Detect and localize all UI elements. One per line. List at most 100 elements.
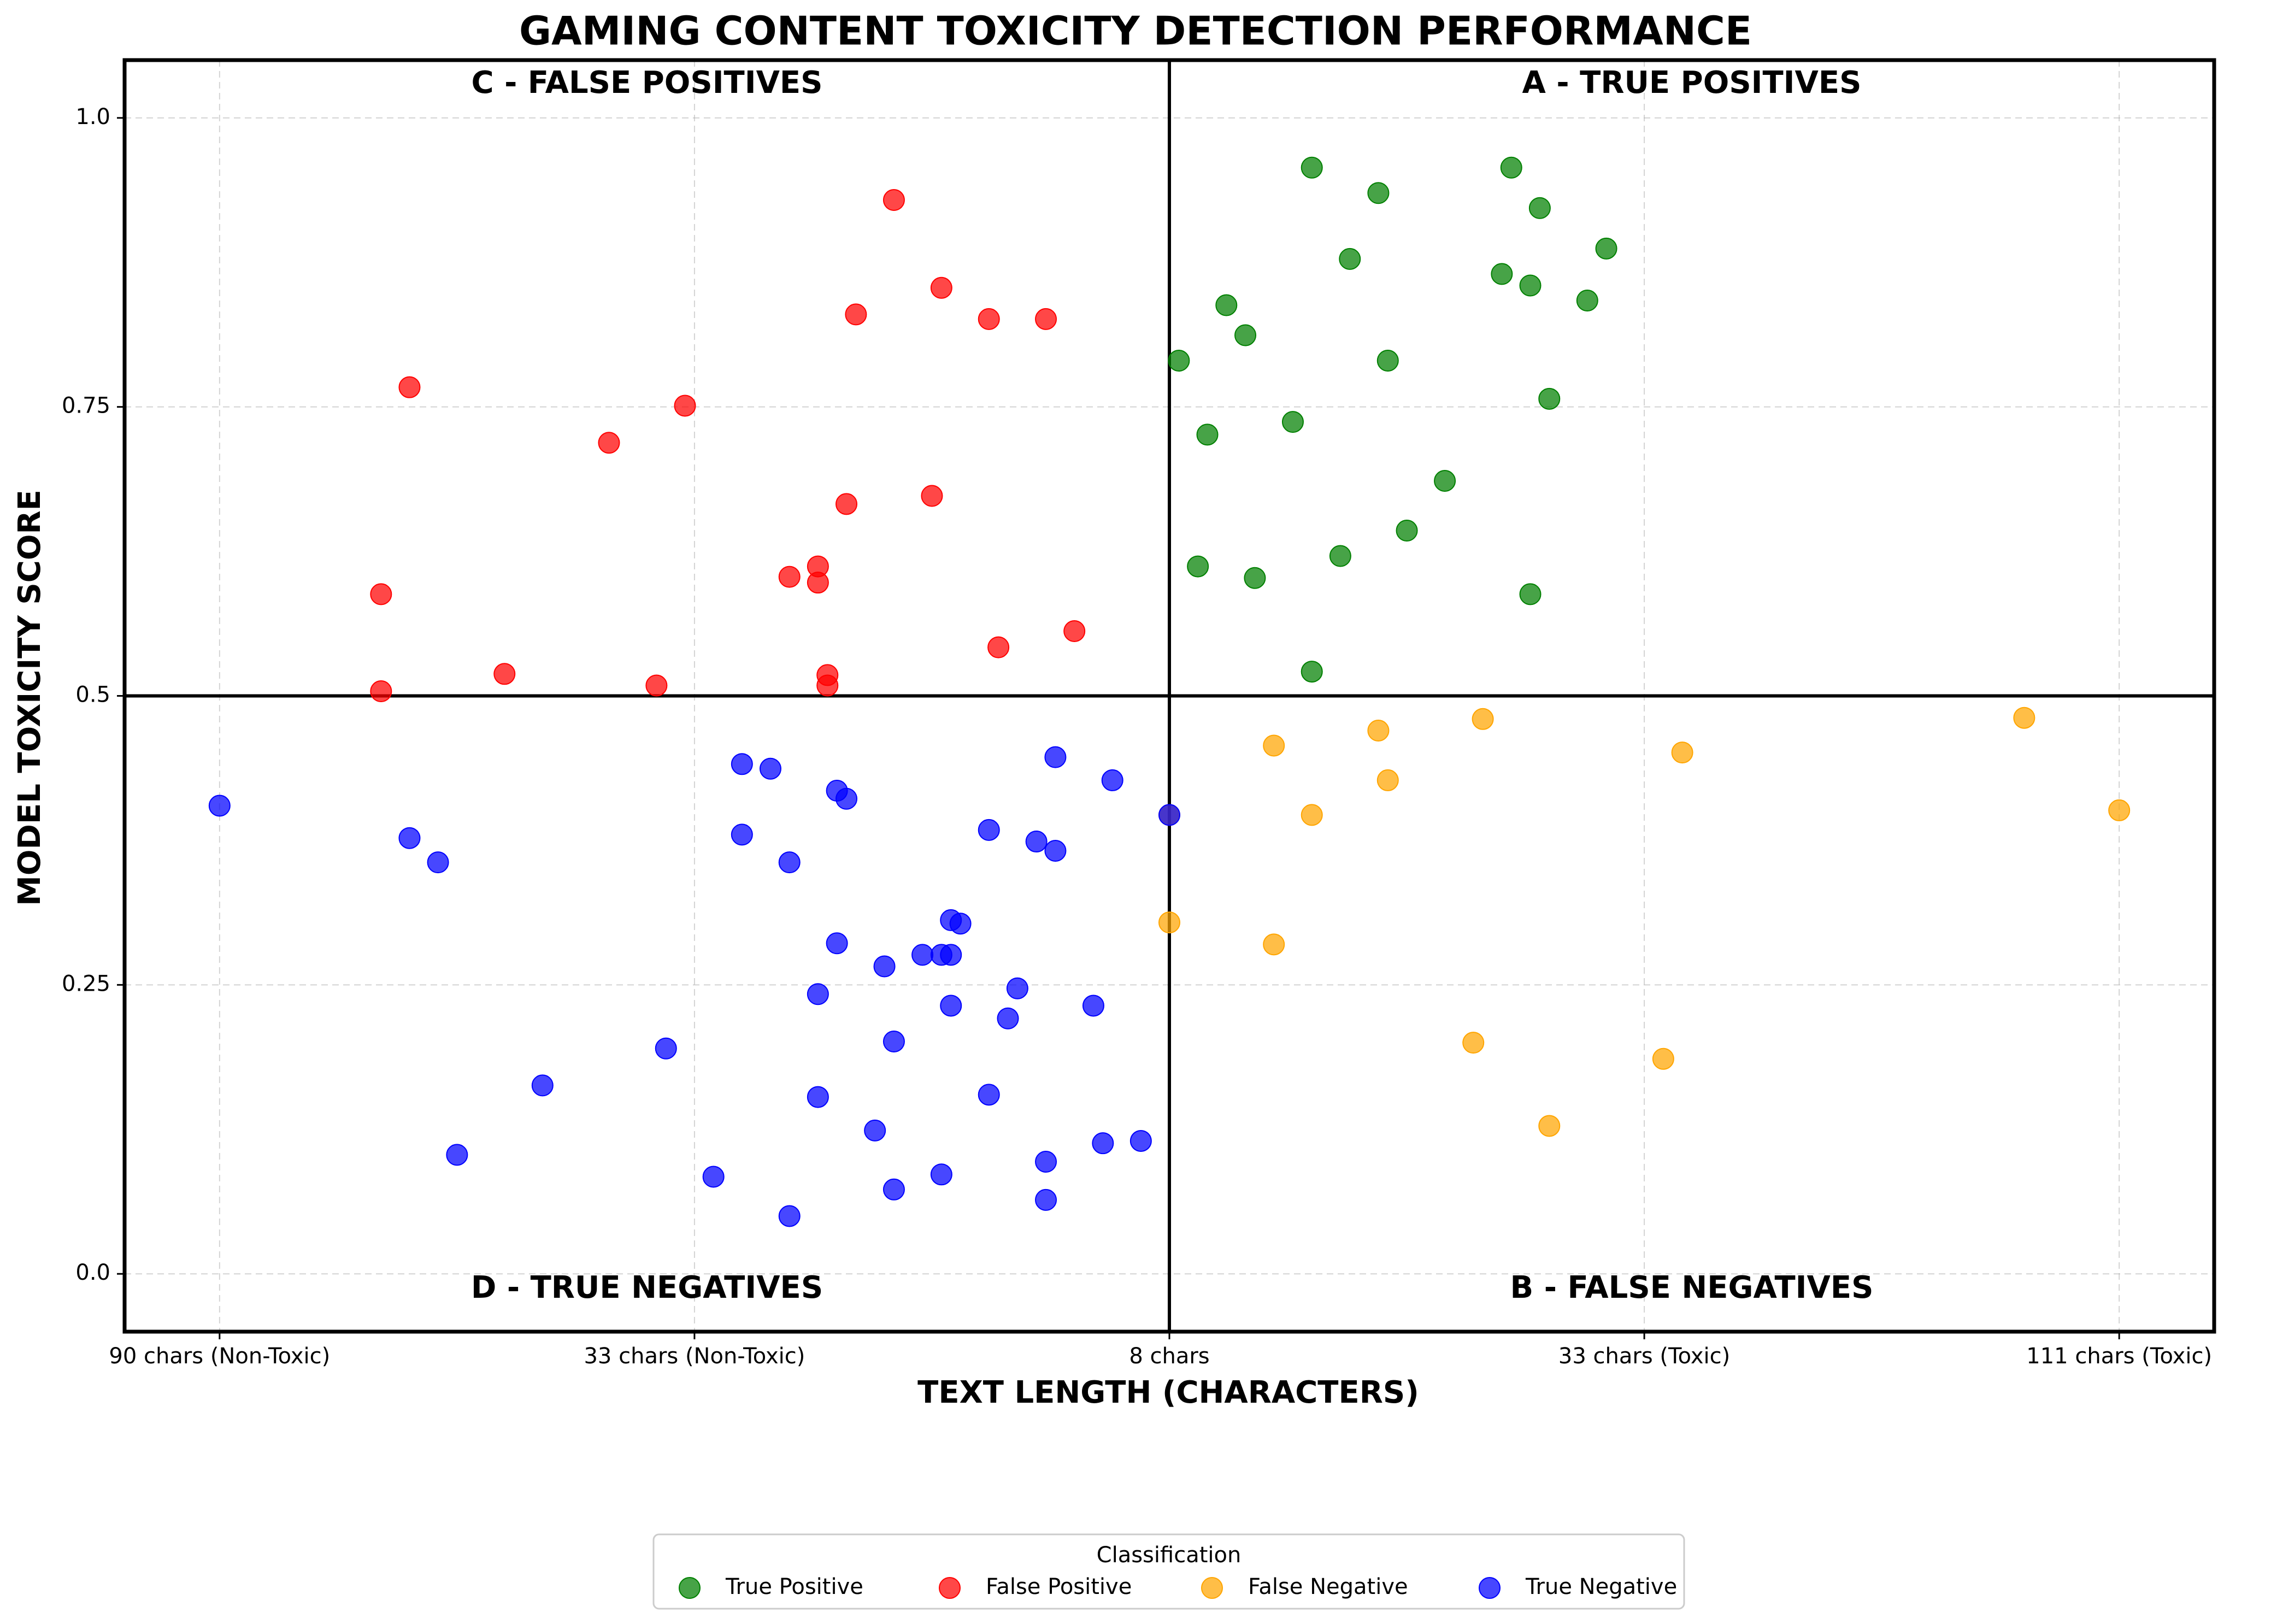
- point-true-negative-7: [731, 823, 753, 846]
- point-true-negative-41: [1035, 1188, 1057, 1211]
- legend-items: True Positive False Positive False Negativ…: [679, 1574, 1677, 1599]
- point-false-positive-14: [987, 636, 1010, 658]
- y-tick-label-1: 0.25: [62, 971, 110, 996]
- y-tick-label-0: 0.0: [75, 1260, 110, 1285]
- point-true-negative-9: [1044, 746, 1067, 768]
- quadrant-label-bottom-left: D - TRUE NEGATIVES: [471, 1270, 823, 1305]
- point-true-negative-13: [1025, 831, 1048, 853]
- point-false-negative-1: [1367, 719, 1390, 742]
- point-true-positive-17: [1396, 519, 1418, 542]
- y-tick-label-2: 0.5: [75, 682, 110, 708]
- point-true-negative-3: [731, 753, 753, 775]
- point-false-positive-5: [398, 376, 421, 398]
- point-true-positive-4: [1339, 248, 1361, 270]
- x-tick-label-0: 90 chars (Non-Toxic): [109, 1344, 330, 1369]
- point-false-negative-2: [1472, 708, 1494, 730]
- point-false-negative-13: [1538, 1115, 1561, 1137]
- legend-label-false-positive: False Positive: [986, 1574, 1132, 1599]
- point-false-positive-3: [978, 308, 1000, 330]
- point-false-positive-12: [778, 566, 801, 588]
- legend-item-false-positive: False Positive: [939, 1574, 1132, 1599]
- point-true-negative-16: [949, 913, 972, 935]
- point-false-negative-0: [1263, 734, 1285, 757]
- point-false-positive-2: [845, 303, 867, 326]
- point-true-positive-16: [1434, 470, 1456, 492]
- legend-label-true-negative: True Negative: [1525, 1574, 1677, 1599]
- point-true-negative-33: [446, 1144, 468, 1166]
- point-false-negative-5: [1671, 742, 1693, 764]
- quadrant-label-top-left: C - FALSE POSITIVES: [471, 65, 822, 101]
- y-tick-label-4: 1.0: [75, 104, 110, 130]
- legend-marker-true-negative: [1479, 1577, 1501, 1599]
- point-true-negative-29: [531, 1074, 554, 1097]
- point-false-positive-18: [493, 663, 516, 685]
- x-tick-label-2: 8 chars: [1129, 1344, 1209, 1369]
- point-true-positive-7: [1491, 263, 1513, 285]
- point-false-positive-20: [370, 680, 392, 703]
- point-true-positive-5: [1367, 182, 1390, 204]
- point-true-negative-38: [1129, 1129, 1152, 1152]
- point-true-negative-19: [911, 944, 934, 966]
- point-false-negative-4: [1376, 769, 1399, 791]
- point-true-negative-14: [1044, 839, 1067, 862]
- point-true-negative-23: [807, 983, 829, 1005]
- quadrant-label-bottom-right: B - FALSE NEGATIVES: [1510, 1270, 1874, 1305]
- point-true-positive-6: [1376, 350, 1399, 372]
- legend-label-true-positive: True Positive: [725, 1574, 863, 1599]
- point-true-negative-10: [1101, 769, 1123, 791]
- point-true-positive-19: [1244, 567, 1266, 589]
- point-false-negative-6: [2013, 707, 2035, 729]
- point-false-positive-4: [1035, 308, 1057, 330]
- x-axis-label: TEXT LENGTH (CHARACTERS): [917, 1375, 1419, 1410]
- point-false-positive-19: [645, 674, 668, 697]
- point-true-positive-22: [1301, 661, 1323, 683]
- point-false-negative-12: [1652, 1048, 1674, 1070]
- series-true-positive: [1168, 156, 1617, 683]
- point-false-negative-11: [1462, 1032, 1485, 1054]
- legend-marker-true-positive: [679, 1577, 701, 1599]
- point-true-negative-28: [655, 1037, 677, 1060]
- point-true-negative-34: [702, 1166, 725, 1188]
- legend-item-false-negative: False Negative: [1201, 1574, 1408, 1599]
- y-axis-label: MODEL TOXICITY SCORE: [12, 490, 48, 906]
- point-true-positive-15: [1281, 411, 1304, 433]
- legend-item-true-positive: True Positive: [679, 1574, 863, 1599]
- point-true-positive-20: [1329, 545, 1351, 567]
- point-true-positive-1: [1215, 294, 1238, 316]
- point-false-positive-11: [807, 572, 829, 594]
- point-true-positive-12: [1576, 290, 1598, 312]
- point-true-negative-4: [759, 757, 781, 780]
- point-true-positive-10: [1528, 197, 1551, 219]
- point-false-positive-17: [816, 674, 839, 697]
- point-true-negative-39: [882, 1178, 905, 1201]
- chart-title: GAMING CONTENT TOXICITY DETECTION PERFOR…: [519, 8, 1752, 54]
- point-true-positive-9: [1519, 274, 1542, 297]
- point-true-negative-2: [427, 851, 449, 874]
- legend-label-false-negative: False Negative: [1248, 1574, 1408, 1599]
- legend-title: Classification: [1097, 1543, 1242, 1568]
- data-points: [208, 156, 2131, 1227]
- point-true-negative-24: [940, 995, 962, 1017]
- point-true-positive-8: [1500, 156, 1522, 179]
- point-true-negative-35: [930, 1163, 952, 1186]
- point-true-positive-18: [1187, 555, 1209, 578]
- axis-ticks: 90 chars (Non-Toxic) 33 chars (Non-Toxic)…: [62, 104, 2212, 1369]
- legend: Classification True Positive False Positi…: [652, 1533, 1685, 1610]
- legend-item-true-negative: True Negative: [1479, 1574, 1677, 1599]
- point-true-negative-26: [997, 1007, 1019, 1029]
- series-true-negative: [208, 746, 1180, 1227]
- point-false-positive-9: [921, 485, 943, 507]
- point-false-negative-7: [2108, 799, 2131, 821]
- point-true-negative-25: [1082, 995, 1104, 1017]
- point-true-negative-18: [873, 955, 896, 978]
- point-true-negative-21: [940, 944, 962, 966]
- point-false-positive-1: [930, 276, 952, 299]
- point-false-positive-7: [598, 432, 620, 454]
- point-true-negative-40: [778, 1205, 801, 1227]
- point-false-positive-15: [1063, 620, 1086, 643]
- point-true-negative-1: [398, 827, 421, 849]
- quadrant-labels: C - FALSE POSITIVES A - TRUE POSITIVES D -…: [471, 65, 1874, 1305]
- point-true-negative-6: [836, 787, 858, 810]
